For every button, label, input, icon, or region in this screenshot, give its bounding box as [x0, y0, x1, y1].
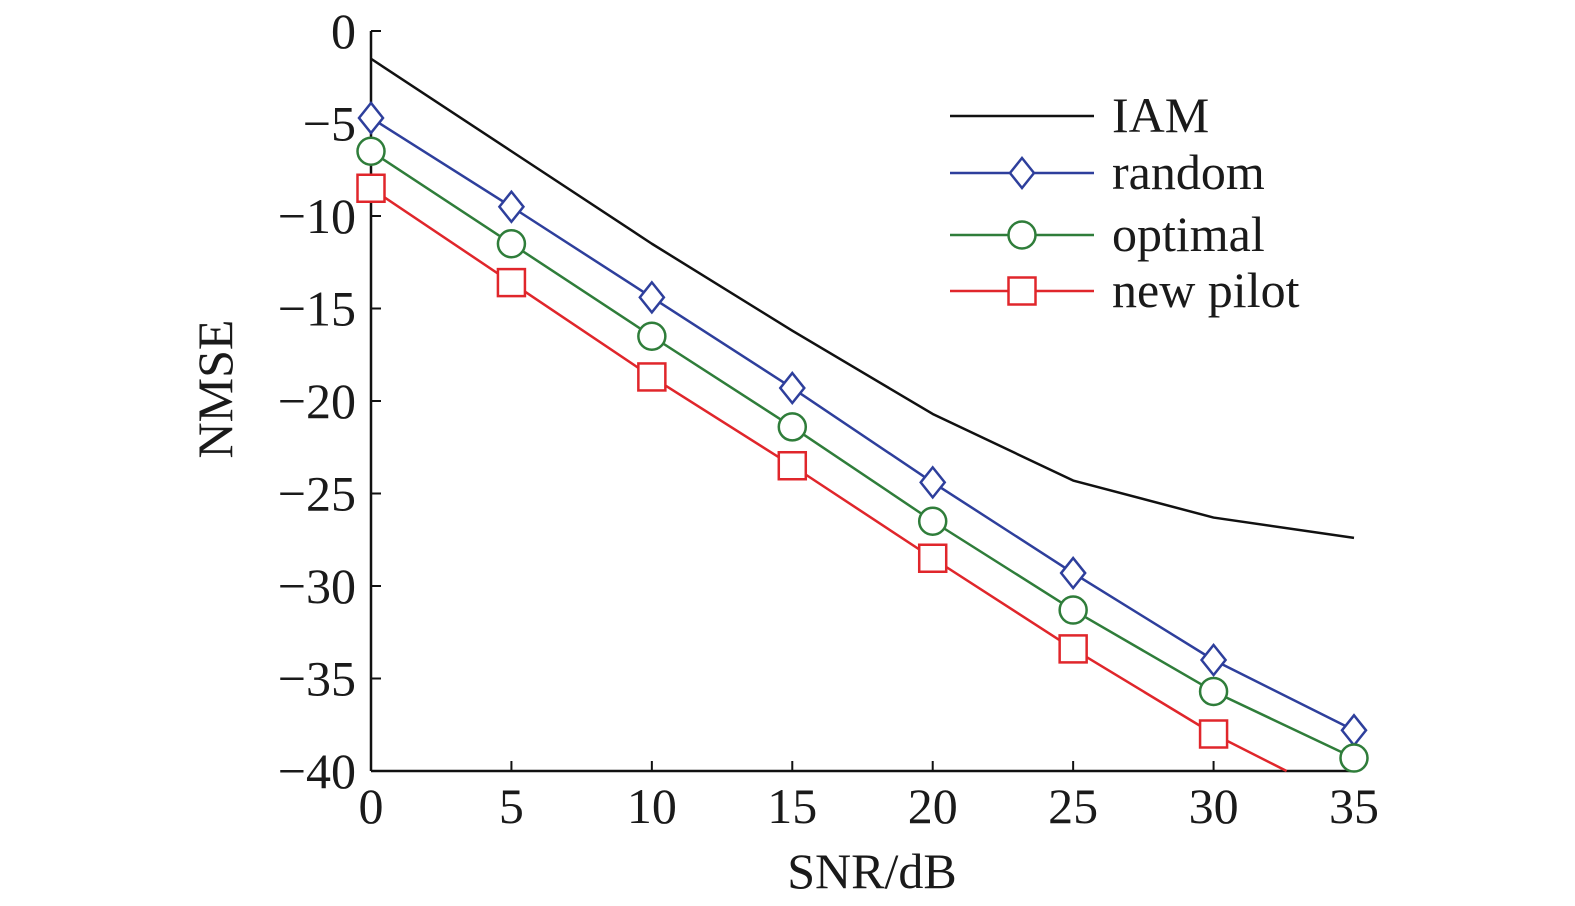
y-tick-label: −30: [278, 558, 356, 614]
x-tick-label: 35: [1329, 778, 1379, 834]
data-point-optimal: [777, 412, 808, 442]
data-point-new-pilot: [637, 362, 667, 392]
series-line-random: [370, 116, 1355, 732]
series-line-new-pilot: [370, 187, 1288, 773]
x-axis-title: SNR/dB: [787, 843, 957, 899]
legend-label-optimal: optimal: [1112, 206, 1265, 262]
data-point-random: [1059, 556, 1087, 591]
series-lines: [370, 57, 1355, 773]
y-tick-label: −35: [278, 651, 356, 707]
y-tick-label: −40: [278, 743, 356, 799]
data-point-random: [778, 371, 806, 406]
legend-marker-optimal: [1007, 220, 1037, 250]
data-point-random: [357, 100, 385, 135]
y-tick-label: −5: [303, 96, 356, 152]
x-tick-label: 20: [908, 778, 958, 834]
x-tick-label: 15: [767, 778, 817, 834]
legend-label-IAM: IAM: [1112, 87, 1209, 143]
y-tick-label: −15: [278, 281, 356, 337]
y-tick-label: −25: [278, 466, 356, 522]
data-point-optimal: [637, 321, 667, 351]
y-tick-label: −20: [278, 373, 356, 429]
y-tick-label: 0: [331, 3, 356, 59]
data-point-optimal: [1198, 676, 1229, 707]
data-point-optimal: [356, 136, 386, 166]
series-line-optimal: [370, 150, 1355, 760]
x-tick-label: 30: [1189, 778, 1239, 834]
data-point-optimal: [917, 506, 948, 536]
tick-labels: 0 5 10 15 20 25 30 35 0 −5 −10 −15 −20 −25 −30 −35 −40: [278, 3, 1379, 834]
x-tick-label: 5: [499, 778, 524, 834]
data-point-random: [638, 280, 666, 315]
x-tick-label: 25: [1048, 778, 1098, 834]
data-point-random: [497, 189, 526, 224]
data-point-new-pilot: [1058, 634, 1088, 664]
legend-marker-new-pilot: [1007, 276, 1037, 306]
data-point-optimal: [1339, 743, 1369, 773]
data-point-random: [919, 465, 947, 500]
data-point-new-pilot: [496, 267, 527, 298]
series-markers: [356, 100, 1369, 773]
series-line-IAM: [370, 57, 1355, 540]
data-point-optimal: [1058, 595, 1088, 625]
legend-label-new-pilot: new pilot: [1112, 262, 1300, 318]
legend-marker-random: [1008, 155, 1036, 191]
data-point-new-pilot: [777, 451, 808, 481]
x-tick-label: 10: [627, 778, 677, 834]
data-point-new-pilot: [917, 543, 948, 573]
y-tick-label: −10: [278, 188, 356, 244]
y-axis-title: NMSE: [187, 320, 243, 459]
data-point-new-pilot: [356, 173, 386, 203]
legend-label-random: random: [1112, 144, 1265, 200]
data-point-optimal: [496, 229, 527, 259]
data-point-random: [1199, 642, 1228, 678]
data-point-random: [1340, 713, 1368, 748]
data-point-new-pilot: [1198, 719, 1229, 749]
x-tick-label: 0: [359, 778, 384, 834]
